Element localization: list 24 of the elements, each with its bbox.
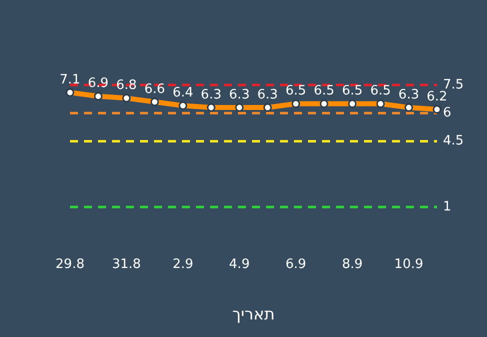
ref-line-label: 6	[443, 106, 452, 121]
data-label: 6.5	[370, 84, 391, 99]
ref-line-label: 4.5	[443, 134, 464, 149]
data-label: 6.8	[116, 78, 137, 94]
x-tick-label: 4.9	[229, 257, 250, 272]
data-label: 6.5	[314, 84, 334, 99]
ref-line-label: 1	[443, 199, 452, 214]
data-label: 7.1	[60, 72, 80, 88]
data-label: 6.3	[257, 87, 278, 102]
data-label: 6.6	[144, 82, 166, 97]
data-label: 6.5	[342, 84, 363, 99]
data-label: 6.3	[398, 87, 420, 102]
data-label: 6.3	[200, 87, 222, 102]
data-label: 6.4	[172, 86, 194, 101]
x-tick-label: 31.8	[112, 257, 141, 272]
x-tick-label: 8.9	[342, 257, 363, 272]
x-tick-label: 6.9	[286, 257, 306, 272]
x-axis-title: תאריך	[232, 304, 275, 324]
data-label: 6.5	[286, 84, 306, 99]
x-tick-label: 2.9	[172, 257, 194, 272]
data-label: 6.3	[229, 87, 250, 102]
x-tick-label: 29.8	[56, 257, 84, 272]
data-label: 6.9	[88, 76, 109, 92]
x-tick-label: 10.9	[394, 257, 424, 272]
